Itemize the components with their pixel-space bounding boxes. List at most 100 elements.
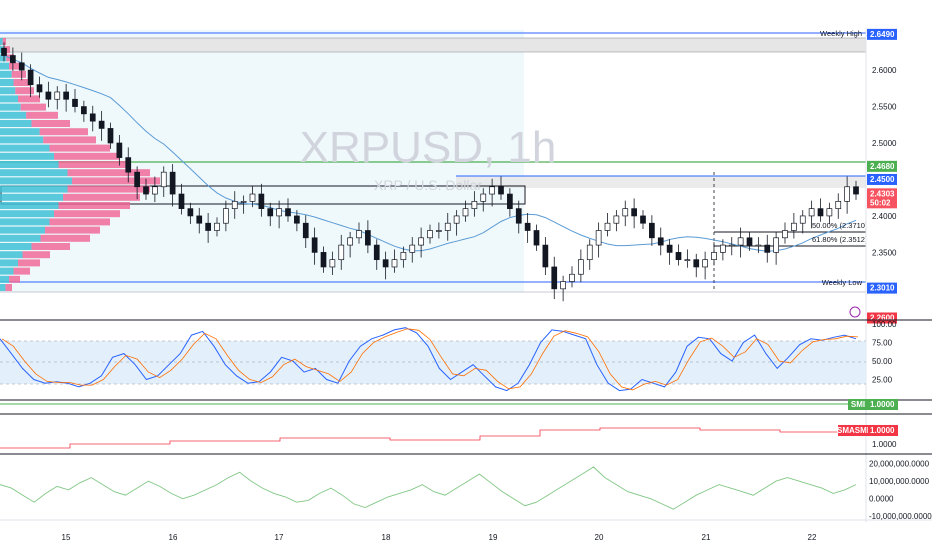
vp-bar-up <box>0 144 50 152</box>
time-tick: 21 <box>702 533 711 542</box>
candlestick-series <box>1 42 859 302</box>
candle-body <box>604 222 611 231</box>
candle-body <box>835 200 842 209</box>
vp-bar-up <box>0 243 32 250</box>
time-axis[interactable]: 15 16 17 18 19 20 21 22 <box>62 533 817 542</box>
candle-body <box>294 215 300 224</box>
vp-bar-up <box>0 54 7 62</box>
price-tag-label: 2.4303 <box>870 189 895 198</box>
candle-body <box>27 69 34 86</box>
price-tag <box>867 160 897 172</box>
stoch-tick: 100.00 <box>872 320 897 329</box>
candle-body <box>622 208 629 217</box>
candle-body <box>489 186 495 195</box>
smi-tag <box>848 399 868 410</box>
vp-bar-down <box>18 259 40 267</box>
alert-icon[interactable] <box>849 306 861 318</box>
vp-bar-up <box>0 111 27 119</box>
candle-body <box>382 259 389 268</box>
candle-body <box>436 230 442 232</box>
candle-body <box>471 200 478 209</box>
stoch-axis-ticks: 100.00 75.00 50.00 25.00 <box>872 320 897 385</box>
candle-body <box>649 222 655 239</box>
vp-bar-down <box>45 226 100 234</box>
smi-value: 1.0000 <box>870 400 895 409</box>
time-tick: 16 <box>169 533 178 542</box>
osc-tick: 0.0000 <box>869 495 894 504</box>
candle-body <box>89 113 96 122</box>
fib-50-label: 50.00% (2.3710) <box>812 221 868 230</box>
vp-bar-up <box>0 87 16 95</box>
watermark-subtitle: XRP / U.S. Dollar <box>374 177 482 193</box>
vp-bar-down <box>31 243 70 250</box>
candle-body <box>356 230 362 239</box>
stoch-tick: 50.00 <box>872 357 893 366</box>
candle-body <box>36 84 43 93</box>
vp-bar-down <box>63 193 140 201</box>
vp-bar-up <box>0 79 14 86</box>
candle-body <box>817 208 824 217</box>
vp-bar-down <box>22 251 50 259</box>
price-tick: 2.5000 <box>872 139 897 148</box>
candle-body <box>329 259 336 268</box>
candle-body <box>737 237 744 246</box>
time-tick: 22 <box>808 533 817 542</box>
vp-bar-down <box>9 275 20 283</box>
vp-bar-down <box>49 218 110 226</box>
price-tag-label: 2.3010 <box>870 284 895 293</box>
osc-tick: -10,000,000.0000 <box>869 512 932 521</box>
candle-body <box>231 200 238 209</box>
weekly-high-label: Weekly High <box>820 29 862 38</box>
candle-body <box>391 259 398 268</box>
vp-bar-down <box>39 128 88 136</box>
smasmi-line <box>0 427 866 449</box>
vp-bar-down <box>58 161 130 168</box>
resistance-zone <box>456 176 866 188</box>
candle-body <box>631 208 637 217</box>
vp-bar-up <box>0 185 68 193</box>
candle-body <box>826 208 833 217</box>
candle-body <box>569 273 575 282</box>
candle-body <box>613 215 620 224</box>
candle-body <box>551 266 558 290</box>
candle-body <box>18 62 25 71</box>
time-tick: 19 <box>489 533 498 542</box>
vp-bar-down <box>2 38 6 45</box>
vp-bar-up <box>0 128 40 136</box>
candle-body <box>728 244 735 247</box>
candle-body <box>755 244 762 247</box>
vp-bar-up <box>0 177 72 185</box>
candle-body <box>134 171 140 188</box>
price-tag-label: 2.4680 <box>870 162 895 171</box>
vp-bar-up <box>0 70 12 78</box>
candle-body <box>595 230 602 246</box>
candle-body <box>666 244 673 253</box>
price-tag <box>867 282 897 294</box>
vp-bar-up <box>0 103 21 111</box>
time-tick: 15 <box>62 533 71 542</box>
candle-body <box>196 215 203 224</box>
candle-body <box>205 222 211 231</box>
price-tick: 2.6000 <box>872 66 897 75</box>
vp-bar-up <box>0 136 44 144</box>
candle-body <box>143 186 149 195</box>
candle-body <box>560 281 566 290</box>
candle-body <box>693 259 700 268</box>
candle-body <box>764 244 771 253</box>
candle-body <box>72 98 78 107</box>
vp-bar-down <box>9 62 20 70</box>
osc-tick: 10,000,000.0000 <box>869 477 930 486</box>
candle-body <box>586 244 593 261</box>
vp-bar-down <box>54 210 120 218</box>
vp-bar-up <box>0 193 63 201</box>
vp-bar-up <box>0 202 59 209</box>
vp-bar-down <box>4 46 10 54</box>
candle-body <box>400 252 407 261</box>
vp-bar-up <box>0 95 18 103</box>
price-tag-label: 2.6490 <box>870 30 895 39</box>
vp-bar-down <box>72 177 160 185</box>
candle-body <box>498 186 504 195</box>
candle-body <box>657 237 664 246</box>
candle-body <box>853 186 859 195</box>
